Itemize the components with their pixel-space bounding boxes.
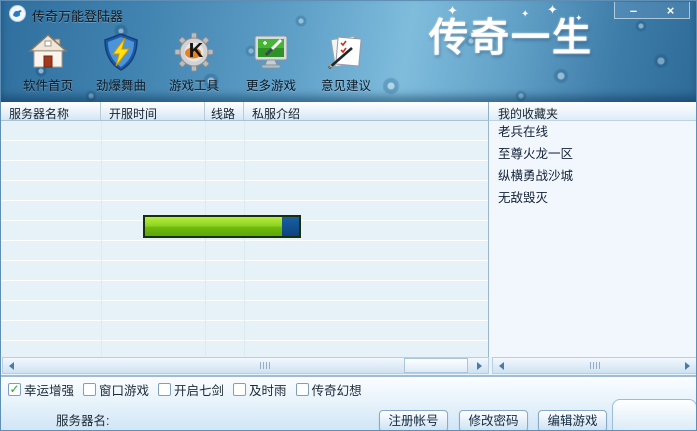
progress-fill bbox=[145, 217, 283, 236]
column-divider bbox=[244, 121, 245, 357]
toolbar-label: 游戏工具 bbox=[168, 79, 219, 93]
checkbox-timely-rain[interactable]: 及时雨 bbox=[233, 380, 296, 399]
checkbox-icon[interactable] bbox=[158, 383, 172, 396]
column-header-line[interactable]: 线路 bbox=[205, 102, 244, 120]
star-icon: ✦ bbox=[447, 3, 460, 18]
gear-k-icon: K bbox=[173, 31, 215, 73]
favorite-item[interactable]: 无敌毁灭 bbox=[498, 191, 549, 205]
star-icon: ✦ bbox=[575, 13, 585, 23]
toolbar-item-tools[interactable]: K 游戏工具 bbox=[155, 31, 233, 94]
home-icon bbox=[27, 31, 69, 73]
toolbar-label: 意见建议 bbox=[320, 79, 371, 93]
toolbar-label: 劲爆舞曲 bbox=[95, 79, 146, 93]
checkbox-icon[interactable]: ✓ bbox=[8, 382, 21, 396]
register-account-button[interactable]: 注册帐号 bbox=[379, 410, 448, 430]
checkbox-legend-fantasy[interactable]: 传奇幻想 bbox=[295, 380, 371, 399]
scrollbar-thumb[interactable] bbox=[404, 358, 468, 373]
change-password-button[interactable]: 修改密码 bbox=[459, 410, 528, 430]
window-controls: – × bbox=[614, 2, 690, 19]
title-bar[interactable]: 传奇万能登陆器 – × bbox=[1, 1, 696, 25]
favorites-header[interactable]: 我的收藏夹 bbox=[488, 102, 696, 121]
brand-watermark: 传奇一生 ✦ ✦ ✦ ✦ bbox=[429, 2, 604, 63]
server-name-label: 服务器名: bbox=[56, 414, 110, 428]
scrollbar-grip bbox=[590, 362, 600, 369]
toolbar-label: 更多游戏 bbox=[245, 79, 296, 93]
minimize-button[interactable]: – bbox=[629, 2, 638, 18]
banner: 传奇万能登陆器 – × 传奇一生 ✦ ✦ ✦ ✦ bbox=[1, 1, 696, 102]
favorite-item[interactable]: 纵横勇战沙城 bbox=[498, 169, 574, 183]
toolbar-item-feedback[interactable]: 意见建议 bbox=[307, 31, 385, 94]
window-title: 传奇万能登陆器 bbox=[32, 9, 124, 24]
favorites-panel: 老兵在线 至尊火龙一区 纵横勇战沙城 无敌毁灭 bbox=[488, 121, 696, 357]
brand-text: 传奇一生 bbox=[429, 17, 594, 60]
star-icon: ✦ bbox=[521, 9, 532, 20]
scroll-right-arrow-icon[interactable] bbox=[679, 358, 696, 373]
scroll-right-arrow-icon[interactable] bbox=[471, 358, 488, 373]
progress-tail bbox=[282, 217, 299, 236]
favorites-horizontal-scrollbar[interactable] bbox=[492, 357, 696, 374]
scrollbar-grip bbox=[260, 362, 270, 369]
checkbox-window-mode[interactable]: 窗口游戏 bbox=[83, 380, 158, 399]
options-row: ✓ 幸运增强 窗口游戏 开启七剑 及时雨 传奇幻想 bbox=[8, 380, 371, 399]
shield-lightning-icon bbox=[100, 31, 142, 73]
paper-pen-icon bbox=[325, 31, 367, 73]
scroll-left-arrow-icon[interactable] bbox=[3, 358, 20, 373]
column-header-server-name[interactable]: 服务器名称 bbox=[1, 102, 101, 120]
column-divider bbox=[205, 121, 206, 357]
edit-game-button[interactable]: 编辑游戏 bbox=[538, 410, 607, 430]
toolbar-item-more-games[interactable]: 更多游戏 bbox=[232, 31, 310, 94]
checkbox-icon[interactable] bbox=[233, 383, 247, 396]
table-horizontal-scrollbar[interactable] bbox=[2, 357, 489, 374]
favorite-item[interactable]: 老兵在线 bbox=[498, 125, 549, 139]
column-divider bbox=[101, 121, 102, 357]
toolbar-item-music[interactable]: 劲爆舞曲 bbox=[82, 31, 160, 94]
checkbox-seven-swords[interactable]: 开启七剑 bbox=[158, 380, 233, 399]
loading-progress-bar bbox=[143, 215, 301, 238]
checkbox-icon[interactable] bbox=[83, 383, 97, 396]
scroll-left-arrow-icon[interactable] bbox=[493, 358, 510, 373]
monitor-wand-icon bbox=[250, 31, 292, 73]
server-table-body[interactable] bbox=[1, 121, 488, 357]
start-game-button[interactable]: 开始游戏 bbox=[612, 399, 696, 430]
close-button[interactable]: × bbox=[666, 2, 675, 18]
server-table-header: 服务器名称 开服时间 线路 私服介绍 bbox=[1, 102, 488, 121]
bottom-panel: ✓ 幸运增强 窗口游戏 开启七剑 及时雨 传奇幻想 服务器名: 注册帐号 修改密… bbox=[1, 375, 696, 430]
checkbox-icon[interactable] bbox=[295, 383, 309, 396]
checkbox-lucky-enhance[interactable]: ✓ 幸运增强 bbox=[8, 382, 75, 398]
app-bird-icon bbox=[9, 5, 26, 22]
column-header-open-time[interactable]: 开服时间 bbox=[101, 102, 205, 120]
toolbar-item-home[interactable]: 软件首页 bbox=[9, 31, 87, 94]
svg-text:K: K bbox=[189, 40, 204, 62]
star-icon: ✦ bbox=[547, 2, 560, 17]
column-header-intro[interactable]: 私服介绍 bbox=[252, 107, 301, 120]
favorite-item[interactable]: 至尊火龙一区 bbox=[498, 147, 574, 161]
toolbar-label: 软件首页 bbox=[22, 79, 73, 93]
